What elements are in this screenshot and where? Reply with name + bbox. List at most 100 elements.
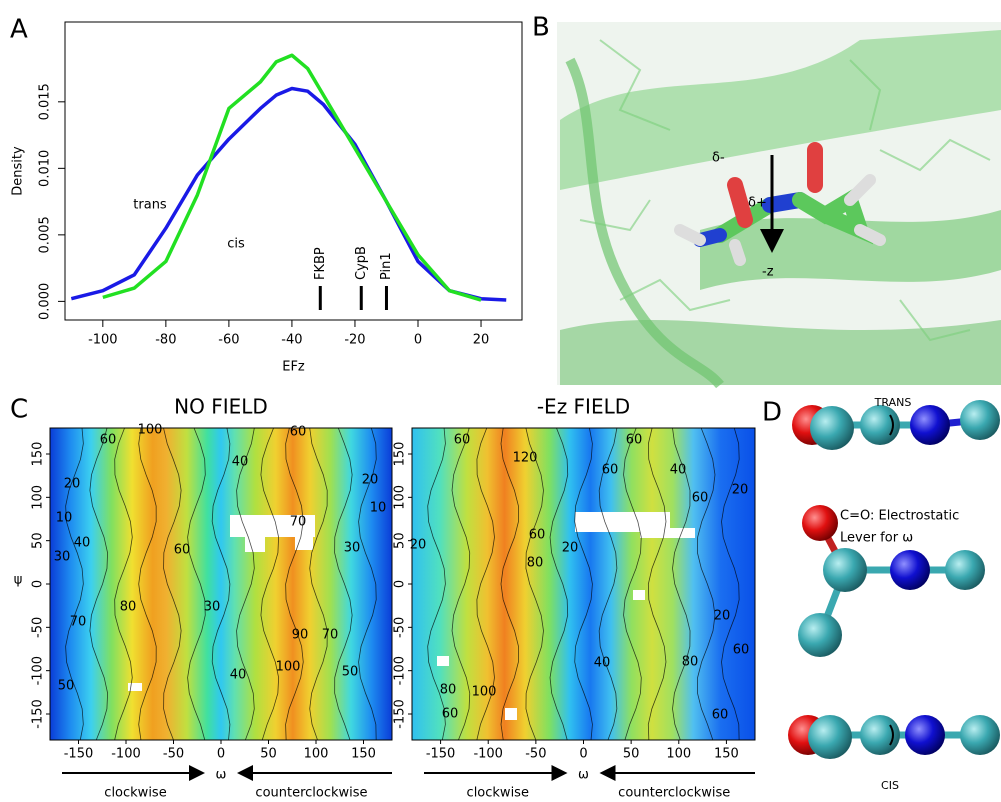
contour-label: 40: [74, 536, 91, 551]
contour-label: 60: [602, 463, 619, 478]
contour-label: 60: [442, 707, 459, 722]
contour-label: 50: [342, 665, 359, 680]
contour-label: 70: [70, 615, 87, 630]
x-tick-label: -150: [426, 747, 456, 762]
y-tick-label: 0: [393, 580, 408, 588]
x-tick-label: -100: [473, 747, 503, 762]
y-tick-label: -50: [31, 617, 46, 638]
y-tick-label: 50: [393, 532, 408, 549]
marker-label: FKBP: [313, 247, 328, 280]
y-tick-label: 0: [31, 580, 46, 588]
y-tick-label: -150: [393, 699, 408, 729]
panel-label: B: [532, 13, 550, 43]
state-label: TRANS: [874, 396, 912, 409]
marker-label: Pin1: [379, 252, 394, 280]
line-series: [71, 89, 506, 301]
annotation: C=O: Electrostatic: [840, 509, 959, 524]
contour-label: 100: [276, 660, 301, 675]
x-axis-label: ω: [216, 768, 227, 783]
sphere-models: [788, 400, 1000, 759]
line-series: [103, 55, 481, 300]
contour-label: 80: [440, 683, 457, 698]
x-tick-label: 150: [351, 747, 376, 762]
contour-label: 60: [100, 433, 117, 448]
direction-label: counterclockwise: [255, 786, 367, 801]
contour-label: 40: [594, 656, 611, 671]
contour-label: 30: [204, 600, 221, 615]
x-tick-label: -60: [218, 333, 239, 348]
contour-label: 40: [232, 455, 249, 470]
y-axis-label: ψ: [14, 573, 23, 588]
heatmap-field: [50, 428, 392, 740]
x-tick-label: 0: [217, 747, 225, 762]
x-tick-label: -20: [344, 333, 365, 348]
y-tick-label: -50: [393, 617, 408, 638]
y-tick-label: 50: [31, 532, 46, 549]
contour-label: 80: [120, 600, 137, 615]
contour-label: 10: [370, 501, 387, 516]
x-tick-label: 150: [714, 747, 739, 762]
contour-label: 60: [454, 433, 471, 448]
x-tick-label: 0: [579, 747, 587, 762]
direction-label: counterclockwise: [618, 786, 730, 801]
y-tick-label: 150: [393, 442, 408, 467]
x-tick-label: -150: [64, 747, 94, 762]
x-tick-label: -50: [525, 747, 546, 762]
x-tick-label: 20: [473, 333, 490, 348]
y-tick-label: 150: [31, 442, 46, 467]
x-tick-label: -50: [163, 747, 184, 762]
x-axis-label: ω: [578, 768, 589, 783]
contour-label: 90: [292, 628, 309, 643]
y-tick-label: 100: [31, 485, 46, 510]
contour-label: 10: [56, 511, 73, 526]
direction-label: clockwise: [104, 786, 166, 801]
contour-label: 20: [732, 483, 749, 498]
contour-label: 100: [138, 423, 163, 438]
contour-label: 20: [64, 477, 81, 492]
contour-label: 40: [670, 463, 687, 478]
direction-label: clockwise: [467, 786, 529, 801]
axis-label: -z: [762, 265, 774, 280]
marker-label: CypB: [354, 246, 369, 280]
contour-label: 120: [513, 451, 538, 466]
contour-label: 60: [692, 491, 709, 506]
x-tick-label: 0: [414, 333, 422, 348]
x-tick-label: 100: [304, 747, 329, 762]
x-tick-label: 100: [666, 747, 691, 762]
contour-label: 20: [410, 538, 427, 553]
molecule-render: [557, 22, 1001, 385]
panel-label: C: [10, 395, 28, 425]
y-tick-label: -100: [31, 656, 46, 686]
y-axis-label: Density: [11, 146, 26, 196]
heatmap-title: -Ez FIELD: [537, 395, 630, 419]
annotation: Lever for ω: [840, 531, 913, 546]
contour-label: 40: [230, 668, 247, 683]
contour-label: 60: [733, 643, 750, 658]
y-tick-label: 0.010: [38, 150, 53, 187]
contour-label: 100: [472, 685, 497, 700]
contour-label: 50: [58, 679, 75, 694]
contour-label: 20: [714, 609, 731, 624]
contour-label: 30: [54, 550, 71, 565]
panel-label: D: [762, 398, 782, 428]
contour-label: 60: [712, 708, 729, 723]
empty-cell: [437, 656, 449, 666]
y-tick-label: 0.000: [38, 283, 53, 320]
y-tick-label: -150: [31, 699, 46, 729]
state-label: CIS: [881, 779, 899, 792]
series-label: trans: [133, 198, 167, 213]
panel-label: A: [10, 15, 28, 45]
x-tick-label: -80: [155, 333, 176, 348]
charge-label: δ+: [748, 196, 767, 211]
contour-label: 60: [626, 433, 643, 448]
y-tick-label: 0.015: [38, 83, 53, 120]
series-label: cis: [227, 237, 245, 252]
heatmap-field: [412, 428, 755, 740]
heatmap-title: NO FIELD: [174, 395, 268, 419]
x-tick-label: -40: [281, 333, 302, 348]
contour-label: 60: [529, 528, 546, 543]
empty-cell: [640, 528, 695, 538]
x-tick-label: -100: [88, 333, 118, 348]
contour-label: 60: [290, 425, 307, 440]
contour-label: 70: [290, 515, 307, 530]
